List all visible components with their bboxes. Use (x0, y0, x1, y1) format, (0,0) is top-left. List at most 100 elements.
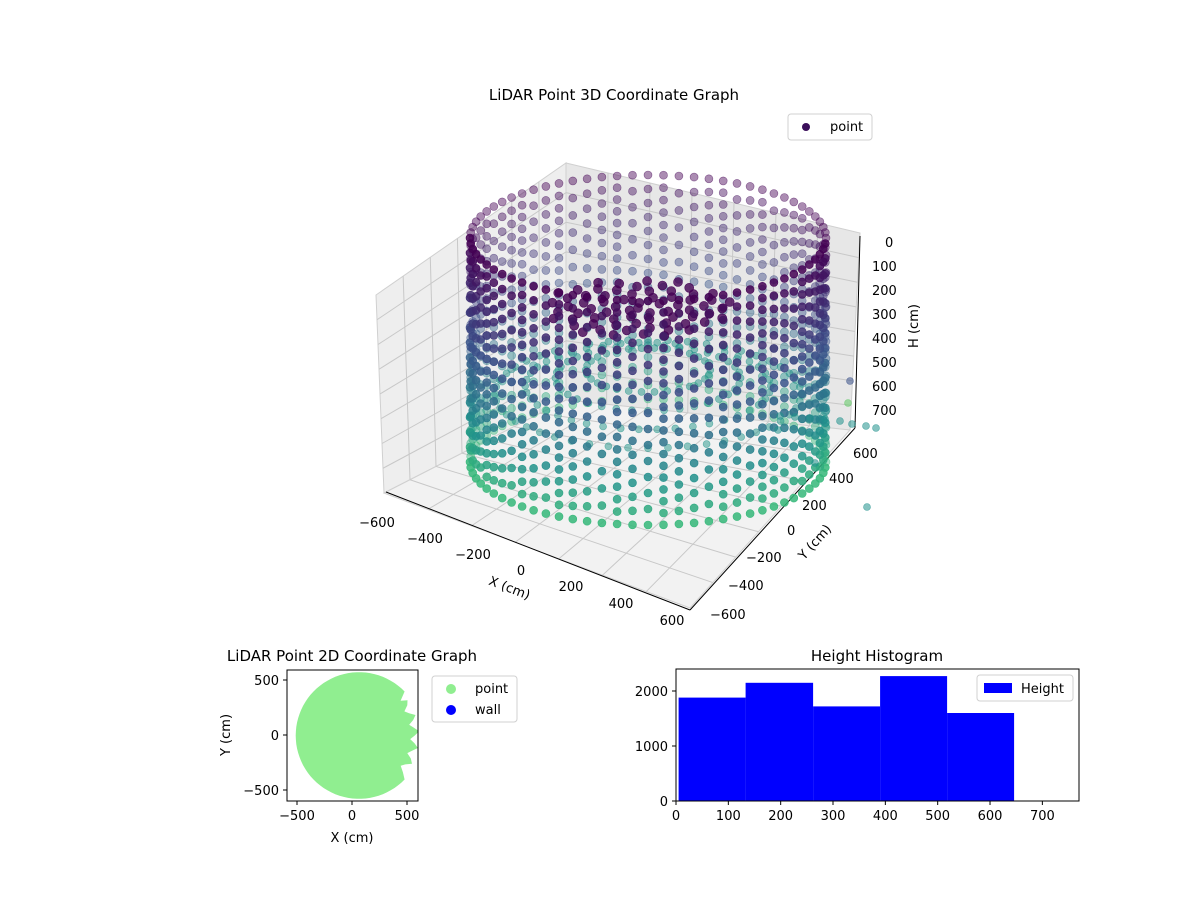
data-point (612, 432, 622, 442)
data-point (489, 291, 499, 301)
data-point (659, 496, 668, 506)
data-point (797, 352, 807, 361)
data-point (497, 227, 507, 236)
data-point (745, 493, 755, 502)
x-tick-2d: −500 (279, 809, 315, 824)
data-point (593, 353, 602, 361)
data-point (674, 453, 684, 463)
data-point (612, 218, 622, 228)
data-point (804, 400, 814, 409)
data-point (659, 233, 668, 242)
data-point (542, 357, 551, 366)
data-point (541, 429, 551, 438)
data-point (659, 258, 668, 267)
data-point (732, 316, 742, 325)
x-tick-histogram: 0 (672, 809, 680, 824)
data-point (689, 217, 699, 227)
chart-title-3d: LiDAR Point 3D Coordinate Graph (489, 86, 739, 104)
data-point (804, 288, 814, 297)
data-point (674, 414, 684, 423)
data-point (732, 498, 742, 507)
data-point (597, 328, 607, 338)
data-point (659, 343, 668, 353)
data-point (732, 484, 742, 493)
data-point (554, 394, 564, 404)
data-point (612, 395, 622, 404)
data-point (704, 310, 714, 319)
y-tick-histogram: 0 (660, 795, 668, 810)
data-point (541, 266, 551, 275)
data-point (568, 462, 578, 471)
data-point (758, 281, 767, 291)
data-point (704, 361, 714, 371)
data-point (644, 286, 655, 297)
data-point (810, 255, 820, 264)
data-point (718, 176, 728, 186)
data-point (689, 309, 699, 319)
data-point (497, 242, 507, 251)
data-point (758, 364, 767, 374)
data-point (643, 488, 653, 498)
data-point (612, 345, 622, 355)
data-point (628, 324, 637, 334)
data-point (643, 472, 653, 482)
legend-3d: point (787, 113, 873, 141)
data-point (718, 188, 728, 197)
data-point (674, 308, 684, 318)
data-point (659, 449, 668, 459)
data-point (699, 301, 709, 311)
z-tick-3d: 700 (872, 404, 897, 419)
data-point (689, 324, 699, 334)
data-point (471, 375, 481, 385)
histogram-bar (745, 682, 814, 802)
data-point (804, 484, 814, 493)
data-point (554, 417, 564, 427)
data-point (628, 352, 637, 362)
data-point (872, 424, 880, 432)
data-point (643, 392, 653, 402)
grid-line (565, 192, 859, 259)
data-point (848, 420, 856, 428)
data-point (612, 370, 622, 380)
data-point (507, 274, 516, 283)
data-point (797, 489, 807, 498)
data-point (643, 456, 653, 466)
data-point (517, 452, 527, 462)
data-point (674, 401, 684, 410)
data-point (542, 406, 551, 415)
data-point (718, 390, 728, 400)
data-point (507, 498, 516, 507)
data-point (659, 437, 668, 447)
data-point (643, 424, 653, 434)
data-point (674, 322, 684, 331)
data-point (797, 426, 807, 436)
data-point (489, 383, 499, 393)
data-point (659, 220, 668, 230)
y-tick-3d: 200 (802, 499, 827, 514)
data-point (554, 429, 564, 439)
data-point (643, 268, 653, 278)
data-point (659, 520, 668, 530)
data-point (529, 491, 538, 501)
data-point (541, 196, 551, 205)
data-point (643, 198, 653, 208)
data-point (780, 289, 789, 298)
data-point (797, 237, 807, 247)
data-point (471, 389, 481, 399)
data-point (704, 379, 714, 388)
data-point (614, 278, 625, 289)
data-point (769, 462, 779, 472)
data-point (844, 399, 852, 407)
z-axis-label-3d: H (cm) (907, 304, 922, 348)
data-point (789, 355, 799, 365)
data-point (476, 226, 486, 235)
data-point (758, 260, 767, 269)
data-point (612, 195, 622, 204)
data-point (628, 338, 637, 348)
data-point (489, 253, 499, 263)
data-point (541, 365, 551, 374)
data-point (797, 214, 807, 223)
data-point (674, 427, 684, 437)
data-point (704, 344, 714, 354)
data-point (628, 218, 637, 228)
